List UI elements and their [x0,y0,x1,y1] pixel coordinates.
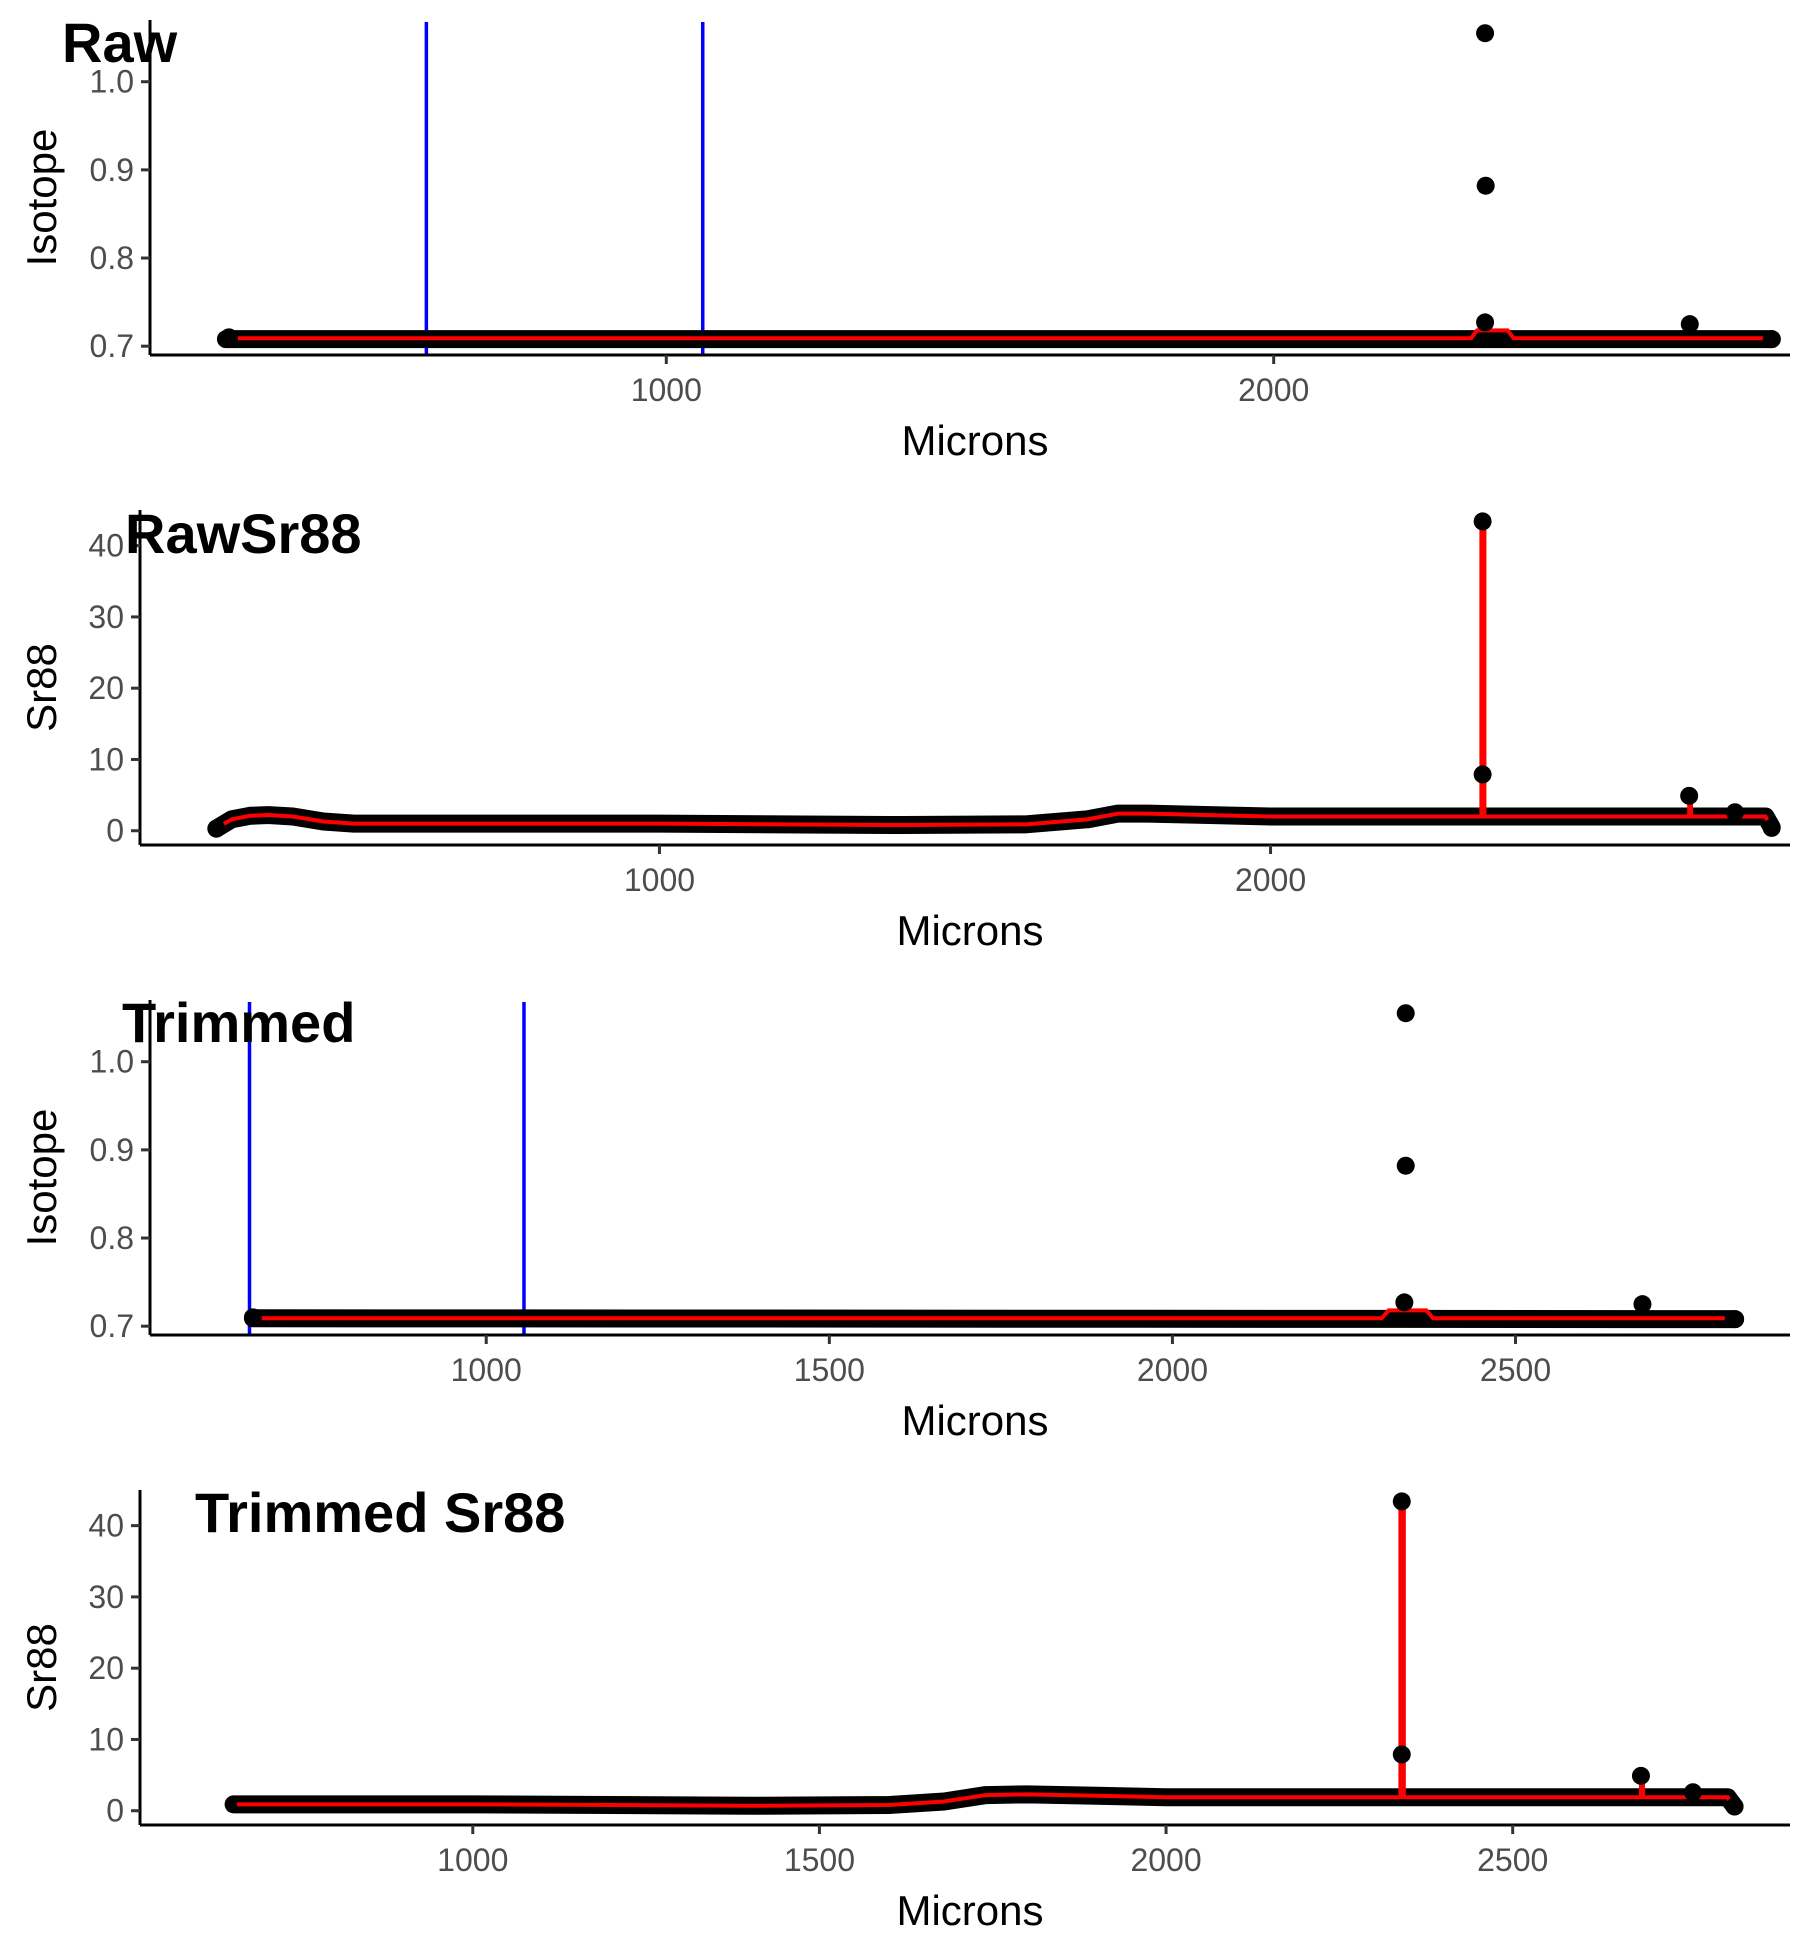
data-point-2 [1396,1156,1415,1175]
y-tick-label: 1.0 [90,64,134,100]
y-tick-label: 10 [88,741,124,777]
data-point-1 [1396,1004,1415,1023]
x-tick-label: 1000 [624,862,695,898]
x-tick-label: 2500 [1480,1352,1551,1388]
y-tick-label: 20 [88,670,124,706]
y-tick-label: 0 [106,813,124,849]
x-tick-label: 2000 [1130,1842,1201,1878]
data-point-4 [1633,1295,1652,1314]
x-tick-label: 2500 [1477,1842,1548,1878]
y-tick-label: 10 [88,1721,124,1757]
data-point-2 [1392,1745,1411,1764]
x-axis-title: Microns [896,907,1043,954]
x-tick-label: 2000 [1238,372,1309,408]
data-point-2 [1473,765,1492,784]
y-axis-title: Isotope [18,1109,65,1247]
fit-line [235,328,1766,341]
panel-title: Raw [62,11,178,74]
x-tick-label: 2000 [1235,862,1306,898]
y-axis-title: Sr88 [18,643,65,732]
y-tick-label: 0.7 [90,1308,134,1344]
panel-raw-sr88: 0 10 20 30 40 1000 2000 Microns Sr88 RawSr88 [18,502,1790,954]
x-axis-title: Microns [896,1887,1043,1934]
panel-trimmed: 0.7 0.8 0.9 1.0 1000 1500 2000 2500 Microns Isoto… [18,991,1790,1444]
data-point-3 [1680,786,1699,805]
y-tick-label: 1.0 [90,1044,134,1080]
y-tick-label: 0 [106,1793,124,1829]
data-point-3 [1395,1293,1414,1312]
data-point-5 [243,1308,262,1327]
y-tick-label: 40 [88,1508,124,1544]
data-point-4 [1680,315,1699,334]
x-axis-title: Microns [901,417,1048,464]
data-point-1 [1392,1492,1411,1511]
data-point-5 [219,328,238,347]
data-point-3 [1631,1766,1650,1785]
x-tick-label: 1000 [437,1842,508,1878]
panel-raw: 0.7 0.8 0.9 1.0 1000 2000 Microns Isotope Raw [18,11,1790,464]
panel-title: Trimmed Sr88 [195,1481,565,1544]
x-axis-title: Microns [901,1397,1048,1444]
y-tick-label: 0.8 [90,1220,134,1256]
data-point-4 [1683,1783,1702,1802]
x-tick-label: 2000 [1137,1352,1208,1388]
y-axis-title: Sr88 [18,1623,65,1712]
x-tick-label: 1000 [631,372,702,408]
data-point-3 [1476,313,1495,332]
y-tick-label: 40 [88,528,124,564]
y-axis-title: Isotope [18,129,65,267]
y-tick-label: 20 [88,1650,124,1686]
x-tick-label: 1500 [784,1842,855,1878]
panel-title: Trimmed [122,991,355,1054]
y-tick-label: 0.9 [90,1132,134,1168]
data-point-6 [1726,1310,1745,1329]
x-tick-label: 1000 [451,1352,522,1388]
y-tick-label: 30 [88,599,124,635]
panel-trimmed-sr88: 0 10 20 30 40 1000 1500 2000 2500 Microns Sr88 Trim… [18,1481,1790,1934]
data-point-1 [1473,512,1492,531]
y-tick-label: 0.7 [90,328,134,364]
y-tick-label: 30 [88,1579,124,1615]
y-tick-label: 0.9 [90,152,134,188]
x-tick-label: 1500 [794,1352,865,1388]
panel-title: RawSr88 [125,502,362,565]
data-point-5 [1725,1797,1744,1816]
data-point-2 [1476,176,1495,195]
data-point-4 [1726,803,1744,822]
data-point-1 [1476,24,1495,43]
data-point-6 [1762,330,1781,349]
data-point-6 [1762,818,1781,837]
y-tick-label: 0.8 [90,240,134,276]
data-point-5 [207,819,226,838]
